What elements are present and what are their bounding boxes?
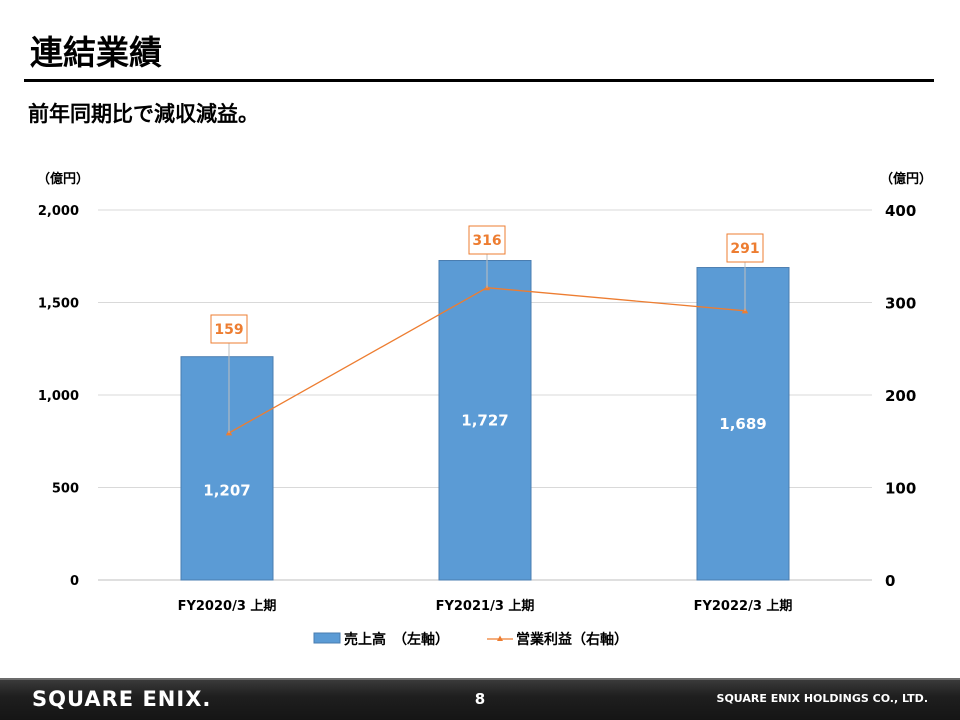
left-tick-label: 2,000 — [38, 204, 79, 219]
right-tick-label: 300 — [885, 295, 916, 313]
operating-profit-label-box — [726, 233, 764, 263]
category-label: FY2022/3 上期 — [694, 599, 793, 614]
category-label: FY2020/3 上期 — [178, 599, 277, 614]
revenue-data-label: 1,727 — [461, 411, 508, 429]
legend-revenue-swatch — [313, 632, 341, 644]
sales-profit-chart: 1,207 1,727 1,689 159 316 291 0 500 1,000 1,500 2… — [37, 171, 932, 648]
category-label: FY2021/3 上期 — [436, 599, 535, 614]
operating-profit-label-box — [468, 225, 506, 255]
left-axis-unit: （億円） — [37, 171, 89, 187]
left-tick-label: 1,000 — [38, 389, 79, 404]
revenue-data-label: 1,689 — [719, 415, 766, 433]
revenue-bar — [696, 267, 790, 581]
title-divider — [24, 79, 934, 82]
company-logo: SQUARE ENIX. — [32, 687, 212, 711]
page-number: 8 — [474, 690, 486, 708]
right-tick-label: 400 — [885, 202, 916, 220]
data-labels: 1,207 1,727 1,689 159 316 291 — [203, 225, 767, 499]
operating-profit-data-label: 159 — [214, 322, 243, 338]
legend-profit-marker — [497, 635, 503, 641]
right-axis-unit: （億円） — [880, 171, 932, 187]
legend: 売上高 （左軸） 営業利益（右軸） — [313, 631, 628, 648]
operating-profit-data-label: 316 — [472, 233, 501, 249]
company-name: SQUARE ENIX HOLDINGS CO., LTD. — [716, 692, 928, 705]
right-tick-label: 200 — [885, 387, 916, 405]
footer-bar: SQUARE ENIX. 8 SQUARE ENIX HOLDINGS CO.,… — [0, 678, 960, 720]
legend-profit-label: 営業利益（右軸） — [516, 631, 628, 648]
left-tick-label: 0 — [70, 574, 79, 589]
revenue-data-label: 1,207 — [203, 481, 250, 499]
operating-profit-data-label: 291 — [730, 241, 759, 257]
right-tick-label: 100 — [885, 480, 916, 498]
left-tick-label: 500 — [52, 482, 79, 497]
page-subtitle: 前年同期比で減収減益。 — [28, 102, 259, 126]
page-title: 連結業績 — [30, 33, 162, 72]
operating-profit-label-box — [210, 314, 248, 344]
right-tick-label: 0 — [885, 572, 895, 590]
left-tick-label: 1,500 — [38, 297, 79, 312]
bar-series — [180, 260, 790, 581]
legend-revenue-label: 売上高 （左軸） — [344, 631, 449, 648]
revenue-bar — [180, 356, 274, 581]
axes: 0 500 1,000 1,500 2,000 （億円） 0 100 200 300 400 （億円）… — [37, 171, 932, 614]
revenue-bar — [438, 260, 532, 581]
